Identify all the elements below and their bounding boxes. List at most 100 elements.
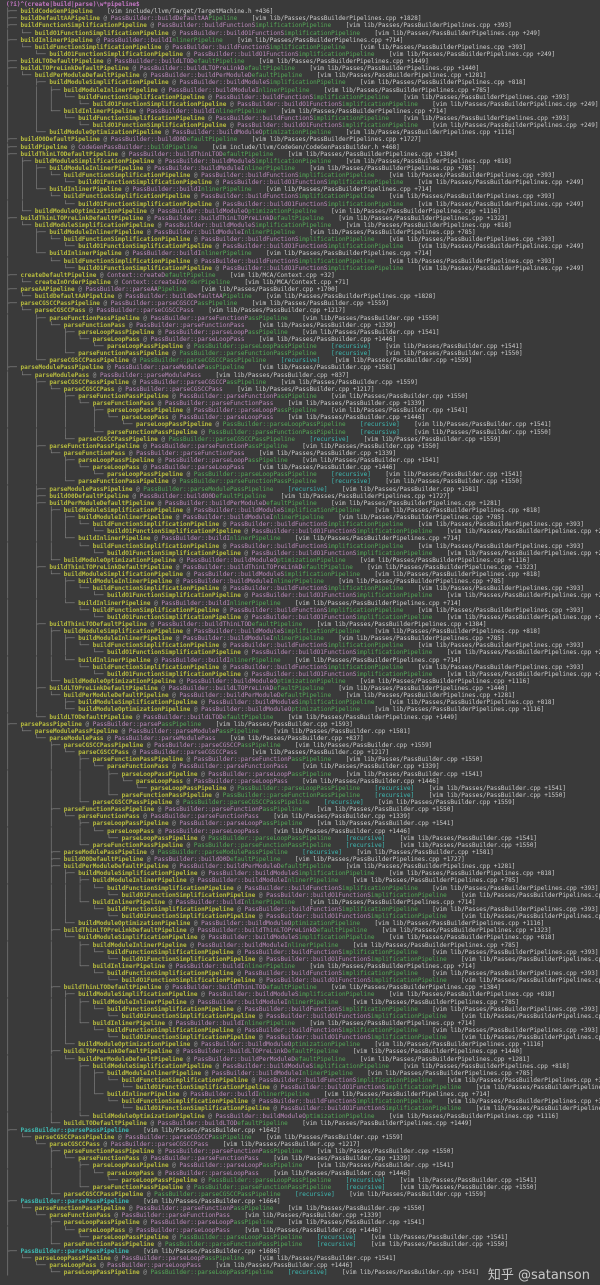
call-tree-row[interactable]: │ │ ├── buildModuleInlinerPipeline @ Pas…	[6, 165, 600, 172]
call-tree-row[interactable]: │ │ └── parseFunctionPass @ PassBuilder:…	[6, 450, 600, 457]
call-tree-row[interactable]: ├── parseCGSCCPassPipeline @ PassBuilder…	[6, 300, 600, 307]
call-tree-row[interactable]: │ │ └── parseCGSCCPassPipeline @ PassBui…	[6, 436, 600, 443]
call-tree-row[interactable]: │ │ │ └── buildO1FunctionSimplificationP…	[6, 179, 600, 186]
call-tree-row[interactable]: ├── buildLTODefaultPipeline @ PassBuilde…	[6, 58, 600, 65]
call-tree-row[interactable]: │ │ └── buildFunctionSimplificationPipel…	[6, 236, 600, 243]
call-tree-row[interactable]: │ │ └── parseFunctionPassPipeline @ Pass…	[6, 350, 600, 357]
call-tree-row[interactable]: ├── parseModulePassPipeline @ PassBuilde…	[6, 364, 600, 371]
call-tree-row[interactable]: │ │ │ └── buildFunctionSimplificationPip…	[6, 172, 600, 179]
call-tree-row[interactable]: │ │ │ └── buildO1FunctionSimplificationP…	[6, 1105, 600, 1112]
call-tree-row[interactable]: │ │ └── buildModuleOptimizationPipeline …	[6, 557, 600, 564]
call-tree-row[interactable]: │ └── parseLoopPassPipeline @ PassBuilde…	[6, 1269, 600, 1276]
call-tree-row[interactable]: │ │ └── buildO1FunctionSimplificationPip…	[6, 122, 600, 129]
call-tree-row[interactable]: │ │ ├── buildModuleSimplificationPipelin…	[6, 507, 600, 514]
call-tree-row[interactable]: │ │ │ └── buildO1FunctionSimplificationP…	[6, 550, 600, 557]
call-tree-row[interactable]: │ └── buildFunctionSimplificationPipelin…	[6, 44, 600, 51]
call-tree-row[interactable]: │ ├── buildO0DefaultPipeline @ PassBuild…	[6, 493, 600, 500]
call-tree-row[interactable]: │ │ │ │ └── buildFunctionSimplificationP…	[6, 1006, 600, 1013]
call-tree-row[interactable]: │ ├── buildO0DefaultPipeline @ PassBuild…	[6, 856, 600, 863]
call-tree-row[interactable]: ├── parseAAPipeline @ PassBuilder::parse…	[6, 286, 600, 293]
call-tree-row[interactable]: │ ├── buildLTOPreLinkDefaultPipeline @ P…	[6, 685, 600, 692]
call-tree-row[interactable]: │ │ └── parseLoopPass @ PassBuilder::par…	[6, 1227, 600, 1234]
call-tree-row[interactable]: │ │ └── parseCGSCCPass @ PassBuilder::pa…	[6, 386, 600, 393]
call-tree-row[interactable]: │ │ │ └── parseLoopPassPipeline @ PassBu…	[6, 471, 600, 478]
call-tree-row[interactable]: │ │ │ │ └── buildFunctionSimplificationP…	[6, 885, 600, 892]
call-tree-row[interactable]: │ │ └── buildO1FunctionSimplificationPip…	[6, 977, 600, 984]
call-tree-row[interactable]: │ │ ├── buildModuleInlinerPipeline @ Pas…	[6, 578, 600, 585]
call-tree-row[interactable]: │ │ │ │ └── parseLoopPass @ PassBuilder:…	[6, 778, 600, 785]
call-tree-row[interactable]: │ │ └── parseCGSCCPassPipeline @ PassBui…	[6, 799, 600, 806]
call-tree-row[interactable]: │ │ └── parseFunctionPassPipeline @ Pass…	[6, 1184, 600, 1191]
call-tree-row[interactable]: │ ├── buildLTOPreLinkDefaultPipeline @ P…	[6, 1048, 600, 1055]
call-tree-row[interactable]: │ │ │ │ └── buildO1FunctionSimplificatio…	[6, 1084, 600, 1091]
call-tree-row[interactable]: │ ├── buildModuleSimplificationPipeline …	[6, 79, 600, 86]
call-tree-row[interactable]: │ │ │ │ └── buildO1FunctionSimplificatio…	[6, 528, 600, 535]
call-tree-row[interactable]: │ │ ├── parseLoopPassPipeline @ PassBuil…	[6, 457, 600, 464]
call-tree-row[interactable]: │ │ │ └── buildFunctionSimplificationPip…	[6, 664, 600, 671]
call-tree-row[interactable]: │ └── buildModuleOptimizationPipeline @ …	[6, 129, 600, 136]
call-tree-row[interactable]: │ │ │ └── parseLoopPass @ PassBuilder::p…	[6, 1170, 600, 1177]
call-tree-row[interactable]: │ │ └── buildO1FunctionSimplificationPip…	[6, 614, 600, 621]
call-tree-row[interactable]: │ ├── parseFunctionPassPipeline @ PassBu…	[6, 315, 600, 322]
call-tree-row[interactable]: │ │ └── buildModuleSimplificationPipelin…	[6, 934, 600, 941]
call-tree-row[interactable]: │ ├── buildModuleInlinerPipeline @ PassB…	[6, 229, 600, 236]
call-tree-row[interactable]: │ │ │ │ └── parseLoopPassPipeline @ Pass…	[6, 785, 600, 792]
call-tree-row[interactable]: │ │ │ │ └── parseLoopPass @ PassBuilder:…	[6, 414, 600, 421]
call-tree-row[interactable]: │ │ │ └── parseFunctionPassPipeline @ Pa…	[6, 429, 600, 436]
call-tree-row[interactable]: │ ├── buildThinLTODefaultPipeline @ Pass…	[6, 984, 600, 991]
call-tree-row[interactable]: │ └── parseLoopPassPipeline @ PassBuilde…	[6, 1255, 600, 1262]
call-tree-row[interactable]: │ │ │ └── buildO1FunctionSimplificationP…	[6, 671, 600, 678]
call-tree-row[interactable]: │ │ └── buildModuleOptimizationPipeline …	[6, 920, 600, 927]
call-tree-row[interactable]: │ │ │ └── buildFunctionSimplificationPip…	[6, 949, 600, 956]
call-tree-row[interactable]: │ │ │ │ └── parseLoopPassPipeline @ Pass…	[6, 421, 600, 428]
call-tree-row[interactable]: │ │ │ ├── buildModuleInlinerPipeline @ P…	[6, 877, 600, 884]
call-tree-row[interactable]: │ │ └── buildInlinerPipeline @ PassBuild…	[6, 186, 600, 193]
call-tree-row[interactable]: │ │ └── buildInlinerPipeline @ PassBuild…	[6, 108, 600, 115]
call-tree-row[interactable]: │ │ │ └── buildFunctionSimplificationPip…	[6, 94, 600, 101]
call-tree-row[interactable]: │ │ │ └── buildInlinerPipeline @ PassBui…	[6, 899, 600, 906]
call-tree-row[interactable]: │ │ ├── parseLoopPassPipeline @ PassBuil…	[6, 329, 600, 336]
call-tree-row[interactable]: ├── buildPipeline @ CodeGenPassBuilder::…	[6, 144, 600, 151]
call-tree-row[interactable]: │ │ │ └── buildFunctionSimplificationPip…	[6, 1027, 600, 1034]
call-tree-row[interactable]: ├── buildLTOPreLinkDefaultPipeline @ Pas…	[6, 65, 600, 72]
call-tree-row[interactable]: │ │ └── parseFunctionPassPipeline @ Pass…	[6, 842, 600, 849]
call-tree-row[interactable]: │ │ │ └── parseFunctionPass @ PassBuilde…	[6, 400, 600, 407]
call-tree-row[interactable]: │ │ └── buildModuleOptimizationPipeline …	[6, 1113, 600, 1120]
call-tree-row[interactable]: │ │ └── buildO1FunctionSimplificationPip…	[6, 201, 600, 208]
call-tree-row[interactable]: │ ├── parseModulePassPipeline @ PassBuil…	[6, 849, 600, 856]
call-tree-row[interactable]: │ └── buildInlinerPipeline @ PassBuilder…	[6, 250, 600, 257]
call-tree-row[interactable]: │ │ │ ├── buildModuleInlinerPipeline @ P…	[6, 999, 600, 1006]
call-tree-row[interactable]: │ │ └── buildFunctionSimplificationPipel…	[6, 115, 600, 122]
call-tree-row[interactable]: │ ├── buildThinLTOPreLinkDefaultPipeline…	[6, 564, 600, 571]
call-tree-row[interactable]: │ │ │ │ └── buildO1FunctionSimplificatio…	[6, 1013, 600, 1020]
call-tree-row[interactable]: ├── createDefaultPipeline @ Context::cre…	[6, 272, 600, 279]
call-tree-row[interactable]: │ └── parseCGSCCPassPipeline @ PassBuild…	[6, 357, 600, 364]
call-tree-row[interactable]: │ ├── buildModuleSimplificationPipeline …	[6, 158, 600, 165]
call-tree-row[interactable]: │ └── buildDefaultAAPipeline @ PassBuild…	[6, 293, 600, 300]
call-tree-row[interactable]: │ └── buildPerModuleDefaultPipeline @ Pa…	[6, 72, 600, 79]
call-tree-row[interactable]: │ │ │ └── buildInlinerPipeline @ PassBui…	[6, 1091, 600, 1098]
call-tree-row[interactable]: │ └── buildFunctionSimplificationPipelin…	[6, 258, 600, 265]
call-tree-row[interactable]: │ │ └── parseFunctionPass @ PassBuilder:…	[6, 322, 600, 329]
call-tree-row[interactable]: │ ├── parseCGSCCPassPipeline @ PassBuild…	[6, 742, 600, 749]
call-tree-row[interactable]: │ └── parseModulePass @ PassBuilder::par…	[6, 735, 600, 742]
call-tree-row[interactable]: │ ├── parseFunctionPassPipeline @ PassBu…	[6, 1148, 600, 1155]
call-tree-row[interactable]: ├── PassBuilder::parsePassPipeline [vim …	[6, 1198, 600, 1205]
call-tree-row[interactable]: ├── buildCodeGenPipeline [vim include/ll…	[6, 8, 600, 15]
call-tree-row[interactable]: │ └── buildLTODefaultPipeline @ PassBuil…	[6, 714, 600, 721]
call-tree-row[interactable]: │ │ ├── buildModuleSimplificationPipelin…	[6, 991, 600, 998]
call-tree-row[interactable]: │ │ │ └── buildInlinerPipeline @ PassBui…	[6, 657, 600, 664]
call-tree-row[interactable]: │ │ │ ├── buildModuleInlinerPipeline @ P…	[6, 1070, 600, 1077]
call-tree-row[interactable]: │ │ │ │ └── buildFunctionSimplificationP…	[6, 1077, 600, 1084]
call-tree-row[interactable]: │ ├── parseFunctionPassPipeline @ PassBu…	[6, 806, 600, 813]
call-tree-row[interactable]: ├── parsePassPipeline @ PassBuilder::par…	[6, 721, 600, 728]
call-tree-row[interactable]: │ ├── parseCGSCCPassPipeline @ PassBuild…	[6, 379, 600, 386]
call-tree-row[interactable]: │ │ │ └── buildInlinerPipeline @ PassBui…	[6, 1020, 600, 1027]
call-tree-row[interactable]: │ │ └── buildModuleOptimizationPipeline …	[6, 706, 600, 713]
call-tree-row[interactable]: │ │ │ └── buildO1FunctionSimplificationP…	[6, 592, 600, 599]
call-tree-row[interactable]: │ │ │ ├── buildModuleInlinerPipeline @ P…	[6, 514, 600, 521]
call-tree-row[interactable]: │ │ │ └── buildO1FunctionSimplificationP…	[6, 956, 600, 963]
call-tree-row[interactable]: │ │ ├── parseFunctionPassPipeline @ Pass…	[6, 756, 600, 763]
call-tree-row[interactable]: │ └── parseFunctionPassPipeline @ PassBu…	[6, 1241, 600, 1248]
call-tree-row[interactable]: │ │ └── buildFunctionSimplificationPipel…	[6, 607, 600, 614]
